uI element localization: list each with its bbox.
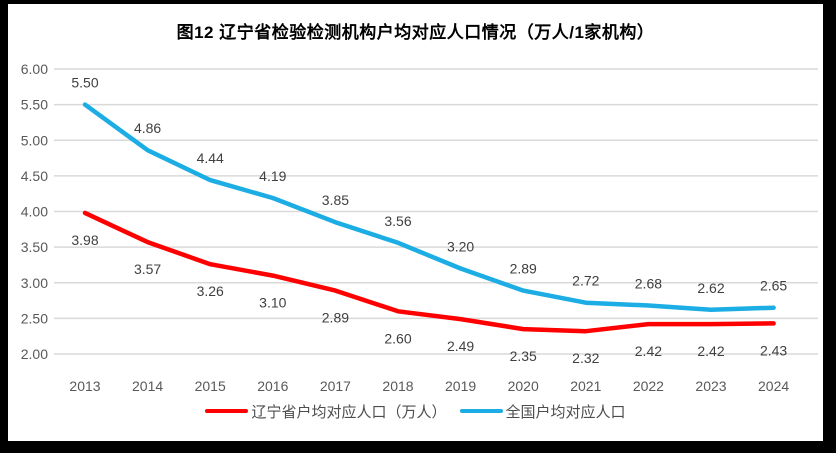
svg-text:3.26: 3.26 xyxy=(197,283,224,299)
svg-text:4.86: 4.86 xyxy=(134,120,161,136)
svg-text:2022: 2022 xyxy=(633,378,664,394)
svg-text:2.60: 2.60 xyxy=(384,330,411,346)
legend-marker-national-line xyxy=(459,408,503,414)
svg-text:3.10: 3.10 xyxy=(259,295,286,311)
svg-text:2.42: 2.42 xyxy=(697,343,724,359)
legend-label-national: 全国户均对应人口 xyxy=(505,403,626,421)
svg-text:2.72: 2.72 xyxy=(572,273,599,289)
svg-text:2.89: 2.89 xyxy=(510,261,537,277)
svg-text:3.56: 3.56 xyxy=(384,213,411,229)
svg-text:2016: 2016 xyxy=(257,378,288,394)
svg-text:2014: 2014 xyxy=(132,378,163,394)
svg-text:2018: 2018 xyxy=(382,378,413,394)
svg-text:4.19: 4.19 xyxy=(259,168,286,184)
svg-text:2024: 2024 xyxy=(758,378,789,394)
svg-text:2023: 2023 xyxy=(695,378,726,394)
legend-label-liaoning: 辽宁省户均对应人口（万人） xyxy=(251,403,447,421)
svg-text:2019: 2019 xyxy=(445,378,476,394)
svg-text:2.43: 2.43 xyxy=(760,342,787,358)
svg-text:2.65: 2.65 xyxy=(760,278,787,294)
svg-text:2.68: 2.68 xyxy=(635,276,662,292)
svg-text:4.50: 4.50 xyxy=(21,168,48,184)
svg-text:2013: 2013 xyxy=(69,378,100,394)
svg-text:2.32: 2.32 xyxy=(572,350,599,366)
svg-text:5.50: 5.50 xyxy=(21,97,48,113)
legend-item-national: 全国户均对应人口 xyxy=(459,401,626,422)
svg-text:2.42: 2.42 xyxy=(635,343,662,359)
svg-text:2.49: 2.49 xyxy=(447,338,474,354)
svg-text:3.20: 3.20 xyxy=(447,239,474,255)
svg-text:2017: 2017 xyxy=(320,378,351,394)
svg-text:5.00: 5.00 xyxy=(21,132,48,148)
legend: 辽宁省户均对应人口（万人） 全国户均对应人口 xyxy=(8,401,823,421)
svg-text:3.57: 3.57 xyxy=(134,261,161,277)
svg-text:3.50: 3.50 xyxy=(21,239,48,255)
legend-item-liaoning: 辽宁省户均对应人口（万人） xyxy=(205,401,447,422)
svg-text:2.62: 2.62 xyxy=(697,280,724,296)
svg-text:2.35: 2.35 xyxy=(510,348,537,364)
svg-text:3.00: 3.00 xyxy=(21,275,48,291)
legend-marker-liaoning-line xyxy=(205,408,249,414)
svg-text:6.00: 6.00 xyxy=(21,61,48,77)
svg-text:2.89: 2.89 xyxy=(322,310,349,326)
svg-text:2.00: 2.00 xyxy=(21,346,48,362)
svg-text:3.98: 3.98 xyxy=(71,232,98,248)
svg-text:2021: 2021 xyxy=(570,378,601,394)
svg-text:3.85: 3.85 xyxy=(322,192,349,208)
svg-text:2020: 2020 xyxy=(508,378,539,394)
svg-text:5.50: 5.50 xyxy=(71,75,98,91)
plot-area: 6.00 5.50 5.00 4.50 4.00 3.50 3.00 2.50 2.00 2013… xyxy=(21,61,818,394)
svg-text:2015: 2015 xyxy=(195,378,226,394)
chart-title: 图12 辽宁省检验检测机构户均对应人口情况（万人/1家机构） xyxy=(176,23,655,42)
svg-text:2.50: 2.50 xyxy=(21,310,48,326)
svg-text:4.00: 4.00 xyxy=(21,204,48,220)
svg-text:4.44: 4.44 xyxy=(197,150,224,166)
